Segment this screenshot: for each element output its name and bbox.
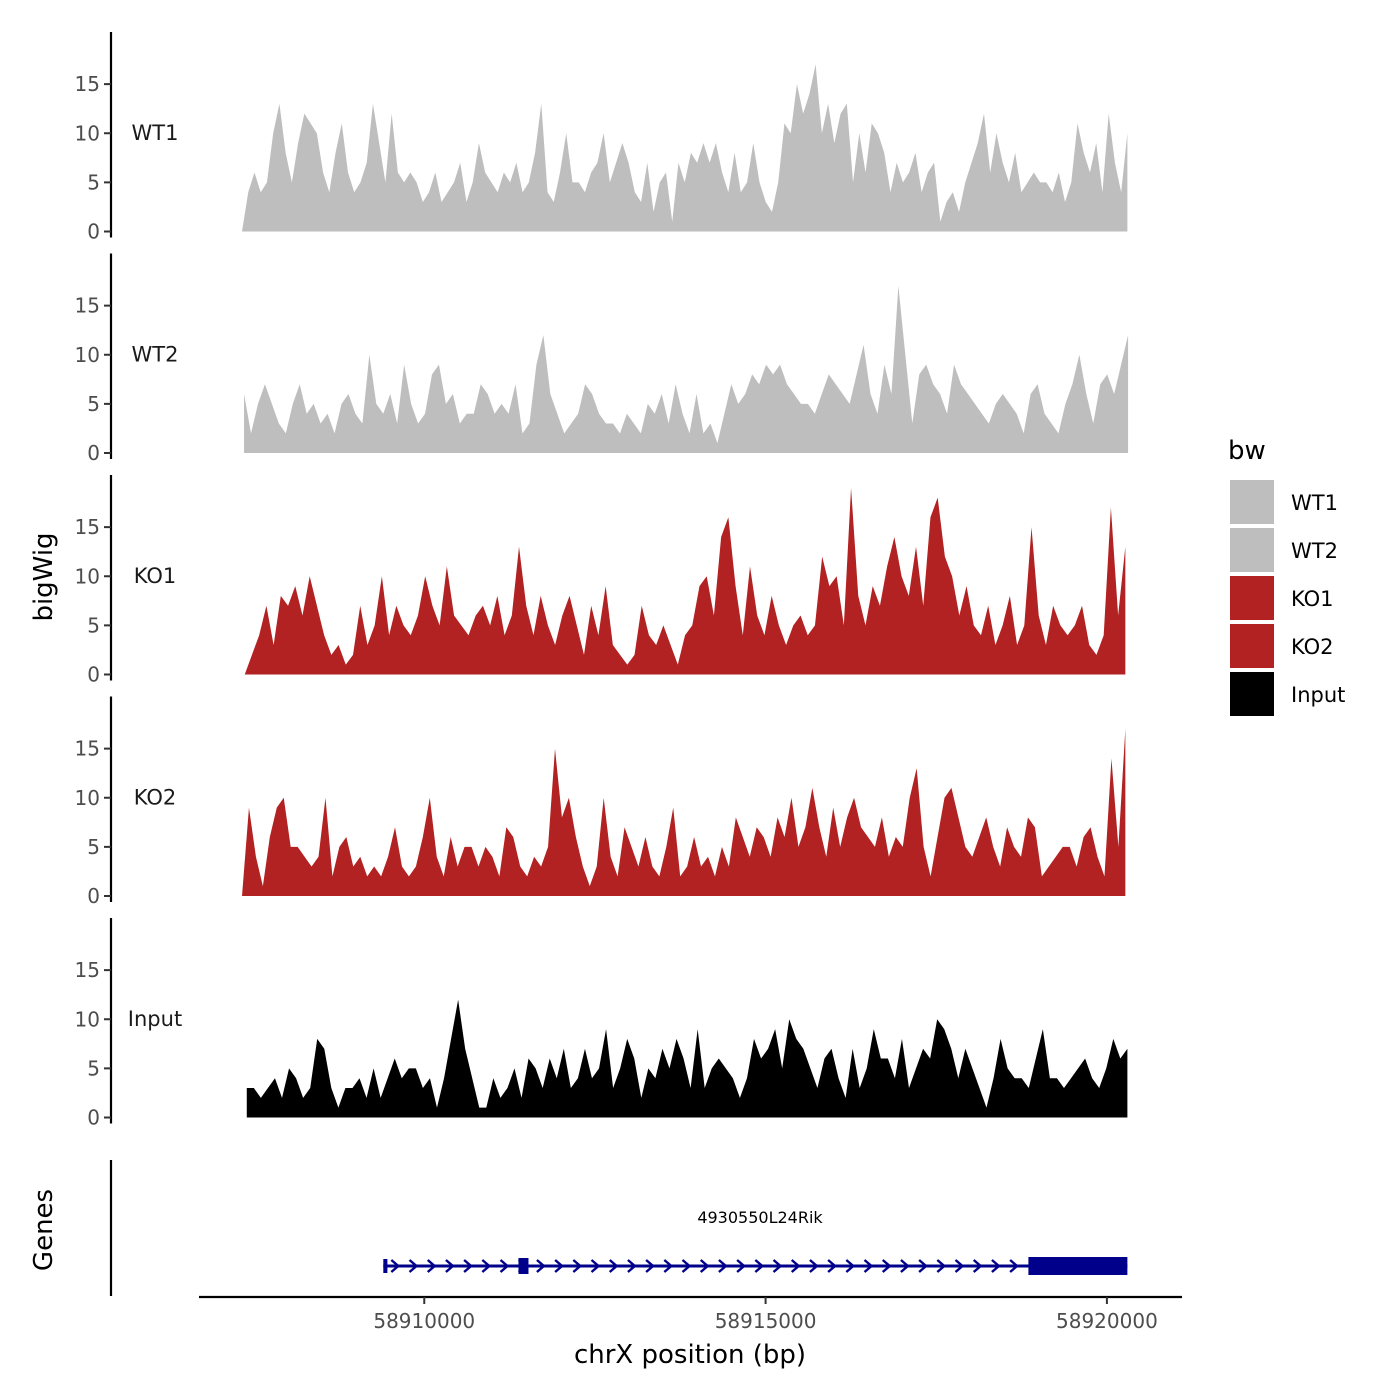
strand-chevron-18 xyxy=(718,1259,728,1273)
track-input: 0 5 10 15 Input xyxy=(75,918,1128,1130)
y-tick-label-input-15: 15 xyxy=(75,958,100,982)
strand-chevron-23 xyxy=(809,1259,819,1273)
y-tick-label-wt2-15: 15 xyxy=(75,294,100,318)
strand-chevron-19 xyxy=(736,1259,746,1273)
strand-chevron-21 xyxy=(772,1259,783,1273)
y-tick-label-wt1-10: 10 xyxy=(75,121,100,145)
legend-key-input xyxy=(1230,672,1274,716)
strand-chevron-12 xyxy=(608,1259,619,1273)
strand-chevron-20 xyxy=(754,1259,765,1273)
track-wt1: 0 5 10 15 WT1 xyxy=(75,32,1128,244)
legend-key-ko1 xyxy=(1230,576,1274,620)
legend-label-wt1: WT1 xyxy=(1291,491,1338,515)
exon-0 xyxy=(383,1259,388,1273)
strand-chevron-5 xyxy=(481,1259,492,1273)
y-tick-label-ko1-5: 5 xyxy=(87,613,100,637)
area-ko2 xyxy=(242,728,1126,896)
y-tick-label-wt2-10: 10 xyxy=(75,343,100,367)
strand-chevron-22 xyxy=(790,1259,801,1273)
bigwig-tracks: 0 5 10 15 WT1 0 5 10 15 WT2 0 5 10 15 KO1 0 5 10 15 KO2 0 5 10… xyxy=(75,32,1129,1130)
y-tick-label-wt2-5: 5 xyxy=(87,392,100,416)
track-label-ko1: KO1 xyxy=(134,564,177,588)
strand-chevron-0 xyxy=(390,1259,401,1273)
legend-key-wt2 xyxy=(1230,528,1274,572)
y-tick-label-wt2-0: 0 xyxy=(87,441,100,465)
area-input xyxy=(246,999,1128,1118)
exon-1 xyxy=(518,1258,529,1274)
strand-chevron-30 xyxy=(936,1259,947,1273)
strand-chevron-26 xyxy=(863,1259,874,1273)
strand-chevron-9 xyxy=(554,1259,564,1273)
strand-chevron-15 xyxy=(663,1259,674,1273)
legend-label-input: Input xyxy=(1291,683,1345,707)
strand-chevron-10 xyxy=(572,1259,583,1273)
y-tick-label-ko2-0: 0 xyxy=(87,884,100,908)
x-tick-label-2: 58920000 xyxy=(1056,1309,1158,1333)
y-tick-label-wt1-5: 5 xyxy=(87,170,100,194)
strand-chevron-3 xyxy=(445,1259,455,1273)
track-label-ko2: KO2 xyxy=(134,786,177,810)
strand-chevron-16 xyxy=(681,1259,692,1273)
strand-chevron-14 xyxy=(645,1259,655,1273)
strand-chevron-31 xyxy=(954,1259,965,1273)
strand-chevron-6 xyxy=(499,1259,510,1273)
gene-track-title: Genes xyxy=(29,1189,59,1271)
strand-chevron-1 xyxy=(408,1259,419,1273)
track-ko1: 0 5 10 15 KO1 xyxy=(75,475,1126,687)
y-tick-label-ko2-5: 5 xyxy=(87,835,100,859)
y-axis-title: bigWig xyxy=(29,532,59,621)
legend-title: bw xyxy=(1228,436,1266,466)
strand-chevron-4 xyxy=(463,1259,473,1273)
legend-label-ko2: KO2 xyxy=(1291,635,1334,659)
x-axis: chrX position (bp) 58910000 58915000 58920… xyxy=(199,1295,1182,1370)
y-tick-label-ko2-10: 10 xyxy=(75,786,100,810)
strand-chevron-17 xyxy=(699,1259,710,1273)
strand-chevron-25 xyxy=(845,1259,856,1273)
area-wt1 xyxy=(242,64,1128,232)
y-tick-label-input-5: 5 xyxy=(87,1056,100,1080)
legend: bw WT1 WT2 KO1 KO2 Input xyxy=(1228,436,1345,716)
legend-label-wt2: WT2 xyxy=(1291,539,1338,563)
y-tick-label-input-0: 0 xyxy=(87,1106,100,1130)
strand-chevron-2 xyxy=(426,1259,437,1273)
gene-model xyxy=(383,1257,1128,1275)
strand-chevron-32 xyxy=(972,1259,983,1273)
track-label-input: Input xyxy=(128,1007,182,1031)
strand-chevron-8 xyxy=(536,1259,546,1273)
x-tick-label-0: 58910000 xyxy=(373,1309,475,1333)
track-wt2: 0 5 10 15 WT2 xyxy=(75,253,1129,465)
area-ko1 xyxy=(244,487,1126,675)
legend-key-wt1 xyxy=(1230,480,1274,524)
strand-chevron-24 xyxy=(827,1259,837,1273)
y-tick-label-wt1-0: 0 xyxy=(87,220,100,244)
x-axis-title: chrX position (bp) xyxy=(574,1340,806,1370)
y-tick-label-ko1-10: 10 xyxy=(75,564,100,588)
x-tick-label-1: 58915000 xyxy=(715,1309,817,1333)
strand-chevron-34 xyxy=(1009,1259,1019,1273)
y-tick-label-ko1-0: 0 xyxy=(87,663,100,687)
strand-chevron-28 xyxy=(900,1259,910,1273)
gene-name-label: 4930550L24Rik xyxy=(697,1208,823,1227)
y-tick-label-ko1-15: 15 xyxy=(75,515,100,539)
track-label-wt2: WT2 xyxy=(132,343,179,367)
y-tick-label-ko2-15: 15 xyxy=(75,737,100,761)
y-tick-label-wt1-15: 15 xyxy=(75,72,100,96)
track-ko2: 0 5 10 15 KO2 xyxy=(75,696,1126,908)
track-label-wt1: WT1 xyxy=(132,121,179,145)
y-tick-label-input-10: 10 xyxy=(75,1007,100,1031)
strand-chevron-33 xyxy=(991,1259,1001,1273)
exon-2 xyxy=(1028,1257,1128,1275)
gene-track: Genes 4930550L24Rik xyxy=(29,1160,1128,1296)
strand-chevron-13 xyxy=(627,1259,637,1273)
strand-chevron-11 xyxy=(590,1259,601,1273)
strand-chevron-27 xyxy=(881,1259,892,1273)
area-wt2 xyxy=(244,285,1129,453)
legend-key-ko2 xyxy=(1230,624,1274,668)
strand-chevron-29 xyxy=(918,1259,928,1273)
legend-label-ko1: KO1 xyxy=(1291,587,1334,611)
